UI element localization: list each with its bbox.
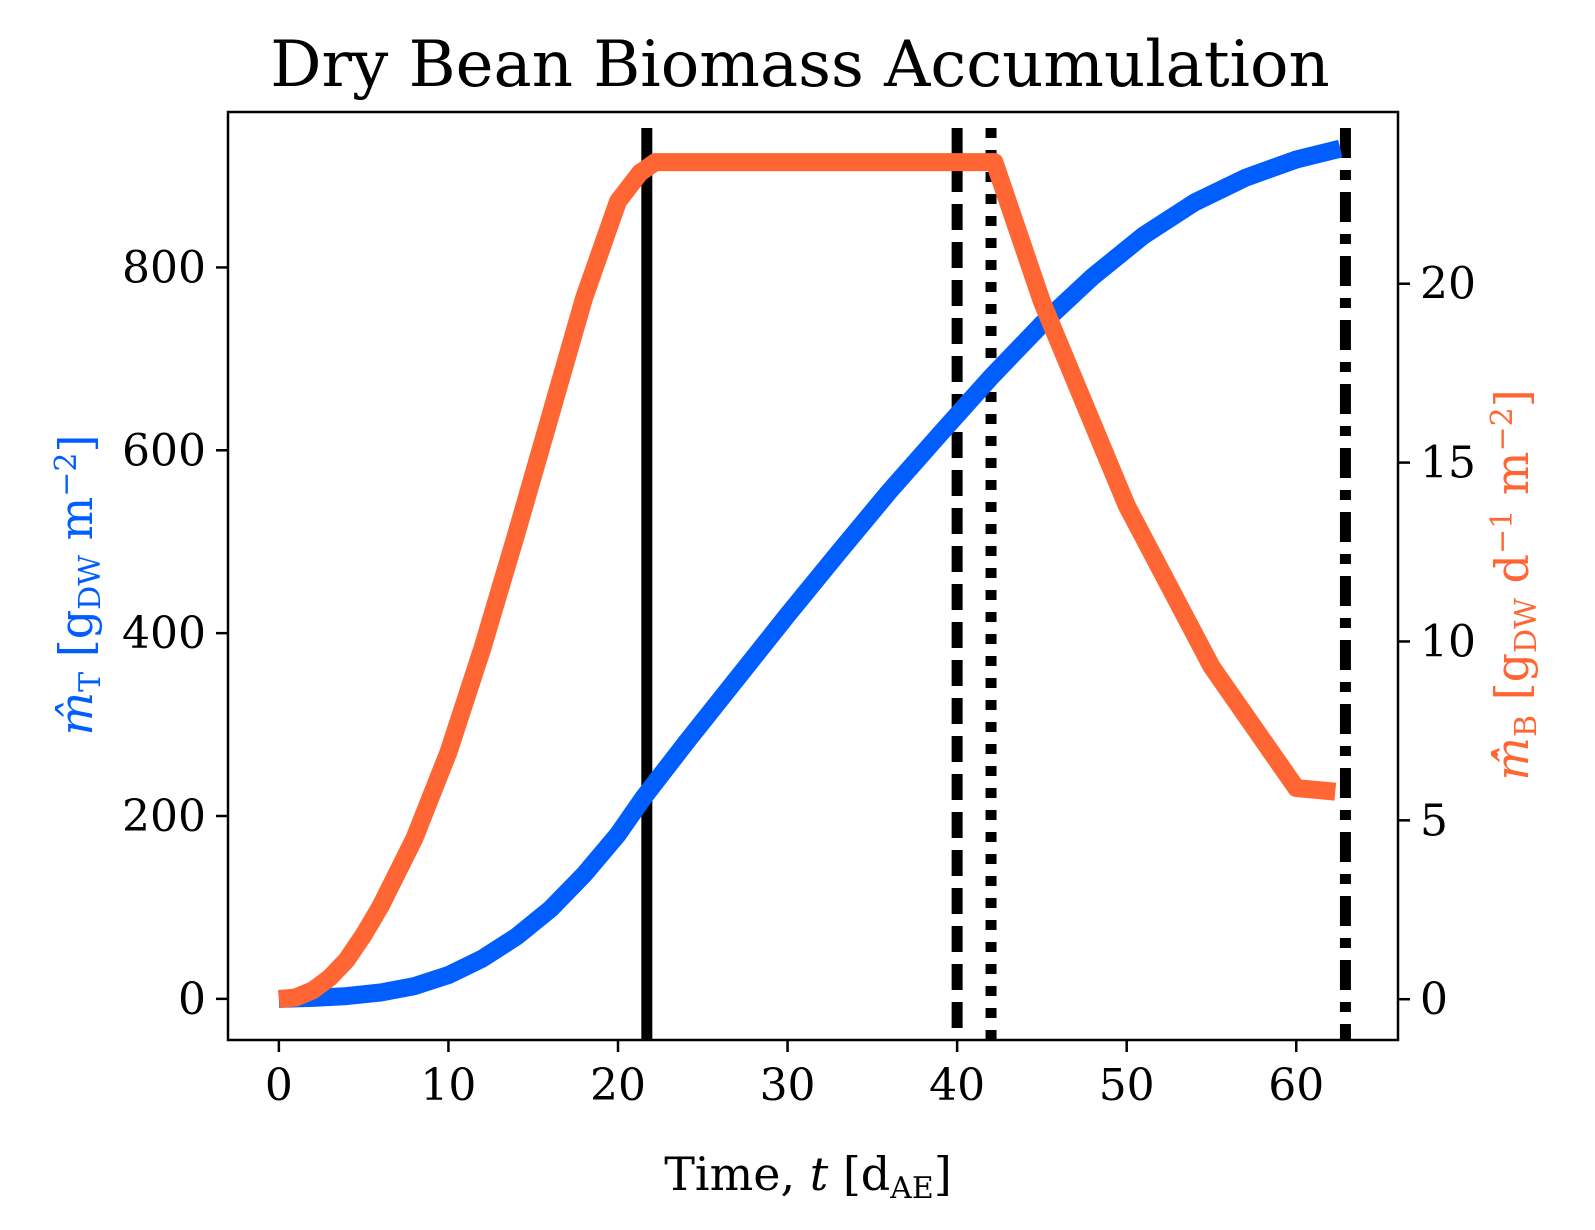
y-axis-label-right: m̂̇B [gDW d−1 m−2] <box>1485 389 1544 780</box>
y-tick-label-left: 200 <box>122 791 206 842</box>
x-tick-label: 10 <box>420 1060 476 1111</box>
y-tick-label-left: 400 <box>122 608 206 659</box>
y-tick-label-left: 0 <box>178 974 206 1025</box>
x-ticks: 0 10 20 30 40 50 60 <box>265 1040 1324 1111</box>
y-tick-label-left: 800 <box>122 242 206 293</box>
series-lines <box>277 139 1343 1009</box>
y-tick-label-right: 15 <box>1420 438 1476 489</box>
x-tick-label: 20 <box>590 1060 646 1111</box>
y-ticks-right: 0 5 10 15 20 <box>1398 259 1476 1025</box>
y-tick-label-left: 600 <box>122 425 206 476</box>
y-tick-label-right: 0 <box>1420 974 1448 1025</box>
x-tick-label: 60 <box>1268 1060 1324 1111</box>
y-tick-label-right: 10 <box>1420 616 1476 667</box>
x-tick-label: 0 <box>265 1060 293 1111</box>
y-tick-label-right: 20 <box>1420 259 1476 310</box>
x-tick-label: 30 <box>760 1060 816 1111</box>
chart-title: Dry Bean Biomass Accumulation <box>270 28 1330 102</box>
y-ticks-left: 0 200 400 600 800 <box>122 242 228 1025</box>
y-tick-label-right: 5 <box>1420 795 1448 846</box>
x-axis-label: Time, t [dAE] <box>664 1147 952 1206</box>
y-axis-label-left: m̂T [gDW m−2] <box>49 435 108 736</box>
series-line-left <box>278 139 1343 1008</box>
plot-frame <box>226 110 1400 1042</box>
x-tick-label: 50 <box>1099 1060 1155 1111</box>
x-tick-label: 40 <box>929 1060 985 1111</box>
vertical-lines <box>641 128 1351 1040</box>
series-line-right <box>277 153 1337 1009</box>
